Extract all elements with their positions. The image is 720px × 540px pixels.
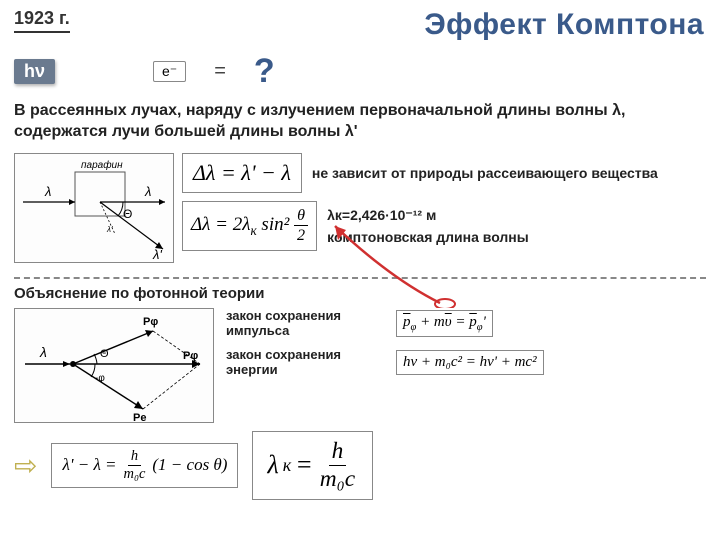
svg-text:Θ: Θ: [100, 348, 109, 360]
separator: [14, 277, 706, 279]
collision-diagram: hν e⁻ = ?: [0, 46, 720, 97]
svg-text:Θ: Θ: [123, 207, 132, 221]
scattering-section: парафин λ λ λ' Θ λ' Δλ = λ' − λ не завис…: [0, 147, 720, 267]
scattering-diagram: парафин λ λ λ' Θ λ': [14, 153, 174, 263]
wavelength-shift-formula: λ' − λ = hm₀c (1 − cos θ): [51, 443, 238, 488]
compton-constant: λк=2,426·10⁻¹² м: [327, 206, 529, 224]
compton-wavelength-formula: λк = hm₀c: [252, 431, 373, 500]
energy-formula: hν + m₀c² = hν' + mc²: [396, 350, 544, 375]
theory-section: λ Pφ Pe Pφ Θ -φ закон сохранения импульс…: [0, 306, 720, 427]
momentum-formula: pφ + mυ = pφ': [396, 310, 493, 337]
electron-box: e⁻: [153, 61, 186, 82]
theory-heading: Объяснение по фотонной теории: [0, 285, 720, 306]
svg-text:λ: λ: [39, 344, 47, 360]
sin-formula: Δλ = 2λк sin² θ2: [182, 201, 317, 251]
equals-sign: =: [214, 60, 226, 83]
caption-independent: не зависит от природы рассеивающего веще…: [312, 164, 658, 182]
svg-text:Pφ: Pφ: [183, 350, 198, 362]
svg-text:λ: λ: [44, 184, 51, 199]
svg-text:λ: λ: [144, 184, 151, 199]
svg-text:λ': λ': [152, 247, 162, 262]
paraffin-label: парафин: [81, 159, 123, 171]
svg-text:λ': λ': [106, 225, 113, 234]
svg-text:-φ: -φ: [95, 373, 105, 384]
momentum-diagram: λ Pφ Pe Pφ Θ -φ: [14, 308, 214, 423]
result-arrow-icon: ⇨: [14, 449, 37, 482]
momentum-law-text: закон сохранения импульса: [226, 308, 386, 339]
delta-lambda-formula: Δλ = λ' − λ: [182, 153, 302, 193]
svg-text:Pφ: Pφ: [143, 316, 158, 328]
svg-text:Pe: Pe: [133, 412, 146, 424]
photon-box: hν: [14, 59, 55, 84]
compton-caption: комптоновская длина волны: [327, 228, 529, 246]
year-label: 1923 г.: [14, 8, 70, 33]
question-mark: ?: [254, 52, 275, 91]
result-row: ⇨ λ' − λ = hm₀c (1 − cos θ) λк = hm₀c: [0, 429, 720, 502]
energy-law-text: закон сохранения энергии: [226, 347, 386, 378]
intro-text: В рассеянных лучах, наряду с излучением …: [0, 97, 720, 147]
page-title: Эффект Комптона: [424, 8, 704, 42]
